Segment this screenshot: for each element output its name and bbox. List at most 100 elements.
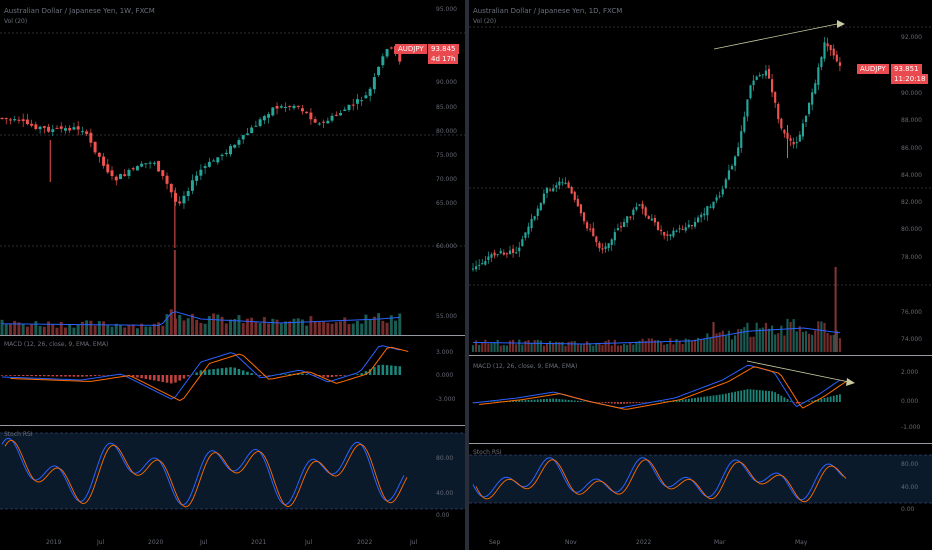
volume-bar: [326, 322, 330, 335]
volume-bar: [610, 345, 613, 352]
daily-chart-canvas[interactable]: [469, 0, 932, 550]
chart-pane-daily[interactable]: Australian Dollar / Japanese Yen, 1D, FX…: [469, 0, 932, 550]
macd-histogram-bar: [524, 400, 527, 402]
candle-body: [322, 121, 326, 123]
candle-body: [254, 125, 258, 127]
candle-body: [309, 112, 313, 120]
volume-bar: [783, 335, 786, 352]
macd-histogram-bar: [356, 374, 359, 375]
candle-body: [127, 169, 131, 176]
macd-histogram-bar: [675, 400, 678, 402]
volume-bar: [144, 326, 148, 335]
layout-divider[interactable]: [465, 0, 469, 550]
price-tick: 95.000: [436, 6, 457, 13]
candle-body: [530, 218, 533, 229]
volume-bar: [545, 343, 549, 352]
candle-body: [561, 182, 564, 184]
volume-bar: [212, 313, 216, 335]
candle-body: [518, 247, 521, 252]
candle-body: [487, 256, 490, 261]
macd-histogram-bar: [641, 402, 644, 403]
macd-histogram-bar: [703, 396, 706, 402]
chart-pane-weekly[interactable]: Australian Dollar / Japanese Yen, 1W, FX…: [0, 0, 465, 550]
candle-body: [55, 127, 59, 129]
macd-histogram-bar: [241, 370, 245, 375]
candle-body: [161, 170, 165, 176]
candle-body: [795, 142, 798, 144]
macd-histogram-bar: [296, 373, 300, 375]
volume-bar: [697, 337, 700, 352]
volume-bar: [761, 327, 764, 352]
macd-histogram-bar: [225, 367, 228, 375]
volume-bar: [258, 323, 262, 335]
macd-histogram-bar: [212, 369, 215, 375]
volume-bar: [102, 321, 106, 335]
candle-body: [313, 119, 317, 123]
volume-bar: [616, 345, 619, 352]
macd-arrow-head: [846, 378, 855, 386]
macd-histogram-bar: [820, 398, 823, 402]
macd-histogram-bar: [740, 390, 743, 402]
macd-histogram-bar: [823, 397, 826, 402]
candle-body: [801, 123, 804, 137]
volume-bar: [798, 326, 801, 352]
candle-body: [110, 170, 114, 177]
macd-histogram-bar: [43, 375, 46, 377]
macd-label: MACD (12, 26, close, 9, EMA, EMA): [4, 341, 109, 348]
volume-bar: [0, 319, 4, 335]
macd-histogram-bar: [542, 399, 545, 402]
volume-bar: [157, 322, 161, 335]
volume-label: Vol (20): [473, 18, 497, 25]
volume-bar: [687, 339, 690, 352]
macd-histogram-bar: [203, 369, 207, 375]
volume-bar: [300, 319, 304, 335]
volume-bar: [823, 322, 826, 352]
pane-separator[interactable]: [0, 425, 465, 426]
macd-histogram-bar: [743, 389, 746, 402]
candle-body: [80, 131, 84, 133]
volume-bar: [131, 324, 135, 335]
volume-bar: [267, 323, 271, 335]
candle-body: [601, 248, 604, 250]
candle-body: [508, 250, 512, 255]
candle-body: [669, 234, 672, 237]
macd-histogram-bar: [755, 389, 758, 402]
stoch-tick: 40.00: [436, 490, 454, 497]
pane-separator[interactable]: [0, 335, 465, 336]
candle-body: [241, 135, 245, 140]
volume-bar: [471, 345, 475, 352]
macd-histogram-bar: [731, 392, 733, 402]
candle-body: [515, 252, 518, 254]
pane-separator[interactable]: [469, 355, 932, 356]
macd-histogram-bar: [153, 375, 156, 381]
volume-bar: [718, 332, 721, 352]
macd-histogram-bar: [220, 368, 224, 375]
macd-histogram-bar: [246, 371, 249, 375]
volume-bar: [589, 343, 592, 352]
macd-histogram-bar: [706, 396, 709, 402]
macd-histogram-bar: [515, 400, 518, 402]
macd-histogram-bar: [727, 392, 730, 402]
volume-bar: [706, 333, 709, 352]
macd-histogram-bar: [718, 394, 721, 402]
volume-bar: [758, 328, 761, 352]
volume-bar: [703, 339, 706, 352]
volume-bar: [317, 321, 321, 335]
weekly-chart-canvas[interactable]: [0, 0, 465, 550]
macd-histogram-bar: [64, 375, 67, 377]
macd-histogram-bar: [530, 399, 533, 402]
macd-histogram-bar: [51, 375, 55, 377]
time-tick: Sep: [489, 539, 501, 546]
volume-bar: [30, 324, 34, 335]
candle-body: [165, 175, 169, 184]
candle-body: [279, 106, 283, 108]
macd-histogram-bar: [761, 390, 764, 402]
volume-bar: [381, 320, 385, 335]
candle-body: [545, 188, 549, 193]
time-tick: 2019: [46, 539, 62, 546]
macd-histogram-bar: [335, 375, 338, 377]
signal-line: [10, 346, 409, 402]
candle-body: [212, 160, 216, 162]
macd-histogram-bar: [715, 395, 718, 402]
pane-separator[interactable]: [469, 443, 932, 444]
